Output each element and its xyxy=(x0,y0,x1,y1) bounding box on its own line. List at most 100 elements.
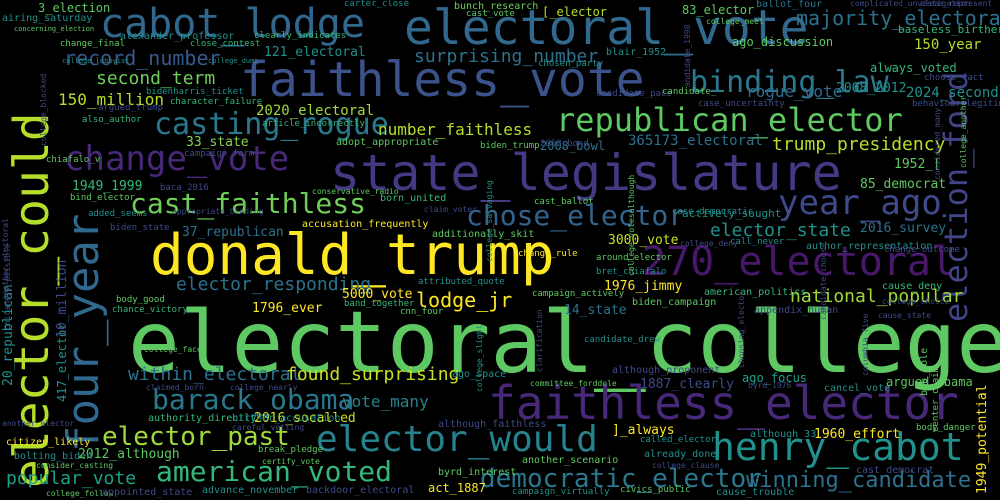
word: donald_trump xyxy=(150,223,555,288)
word: year_ago xyxy=(778,183,942,223)
word: college_meet xyxy=(706,17,764,26)
word: actively_sought xyxy=(682,207,782,220)
word: candidate_ xyxy=(662,87,717,97)
word: argued_obama xyxy=(886,375,973,389)
word: 5000_vote xyxy=(342,287,413,302)
word: cancel_vote xyxy=(824,383,891,394)
word: behaviour_legitimacy xyxy=(912,99,1000,109)
word: another_scenario xyxy=(522,455,619,466)
word: casting_rogue xyxy=(154,107,389,142)
word: faithless_elector xyxy=(488,376,959,430)
word: majority_electoral xyxy=(796,6,1000,30)
word: campaign_actively xyxy=(532,289,625,299)
word: 270_electoral xyxy=(642,239,956,285)
word: popular_vote xyxy=(6,468,137,489)
word: 3000_vote xyxy=(608,233,679,248)
word: bolting_biden xyxy=(14,451,93,462)
word: elector_would xyxy=(316,419,598,460)
word: argued_trump xyxy=(98,103,164,113)
word: winning_candidate xyxy=(746,468,972,493)
word: american_politics xyxy=(704,287,807,298)
word: blair_1952 xyxy=(606,47,667,58)
word: college_votesalthough xyxy=(627,174,636,276)
word: added_seems xyxy=(88,209,148,219)
word: 1952_[ xyxy=(894,157,941,172)
word: case_democratic xyxy=(672,207,754,217)
word: although_proponent xyxy=(612,365,721,376)
word: within_electoral xyxy=(128,364,302,385)
word: 2024_second xyxy=(906,85,999,101)
word: appendix_human xyxy=(754,305,839,316)
word: 1887_clearly xyxy=(640,377,734,392)
word: careful_vetting xyxy=(232,423,305,432)
word: appointed_state xyxy=(102,487,193,498)
word: change_final xyxy=(60,39,126,49)
word: henry_cabot xyxy=(712,425,964,469)
word: electoral_vote xyxy=(404,0,809,56)
word: 2008_bond xyxy=(540,139,589,149)
word: electoral_college xyxy=(128,293,1000,393)
word: rogue_vote xyxy=(746,82,843,101)
word: called_elector xyxy=(640,435,716,445)
word: ballot_four xyxy=(756,0,823,10)
word: birther_accusation xyxy=(232,413,341,424)
word: elector_past xyxy=(102,422,290,452)
word: byrd_1976 xyxy=(748,381,792,390)
word: around_elector xyxy=(596,253,672,263)
word: surprising_number xyxy=(414,46,599,67)
word: barack_obama xyxy=(152,383,355,416)
word: biden_campaign xyxy=(632,297,717,308)
word: college_choice xyxy=(882,297,950,306)
word: college_salvaging xyxy=(485,180,494,262)
word: change_outcome xyxy=(884,245,960,255)
word: case_uncertainty xyxy=(698,99,785,109)
word: bidenharris_ticket xyxy=(146,87,244,97)
word: 2020_electoral xyxy=(256,103,375,119)
word: candidate_pace xyxy=(596,89,672,99)
word: elector_responding xyxy=(176,274,372,295)
word: authority_directly xyxy=(148,413,257,424)
word: vote_many xyxy=(342,392,429,411)
word: cast_ballot xyxy=(534,197,594,207)
word: carter_close xyxy=(344,0,410,9)
word: choose_fact xyxy=(924,73,984,83)
word: considered_many xyxy=(933,107,942,180)
word: 83_elector xyxy=(682,3,755,17)
word: biden_state xyxy=(110,223,170,233)
word: candidate_1998 xyxy=(683,24,692,92)
word: record_number xyxy=(64,46,221,70)
word: although_faithless xyxy=(438,419,547,430)
word: found_surprising xyxy=(286,364,460,385)
word: another_elector xyxy=(2,419,75,428)
word: american_voted xyxy=(156,455,393,488)
word: 3_election xyxy=(38,1,111,15)
word: conservative_radio xyxy=(312,187,399,196)
word: second_term xyxy=(96,68,216,89)
word: college_dump xyxy=(208,57,259,65)
word: body_good xyxy=(116,295,165,305)
word: democratic_elector xyxy=(480,464,762,494)
word: bret_chiafalo xyxy=(596,267,667,277)
word: cabot_lodge xyxy=(100,1,365,47)
word: 85_democrat xyxy=(860,177,947,192)
word: also_author xyxy=(82,115,142,125)
word: cause_trouble xyxy=(716,487,795,498)
word: certify_vote xyxy=(262,457,320,466)
word: 2016_survey xyxy=(860,221,947,236)
word: 2008_bowl xyxy=(540,139,606,153)
word: already_done xyxy=(644,449,717,460)
word: break_pledge xyxy=(258,445,324,455)
word: elector_state xyxy=(710,220,851,241)
word: consider_casting xyxy=(36,461,114,470)
word: body_danger xyxy=(916,423,976,433)
word: 10_million xyxy=(55,259,70,338)
word: 33_state xyxy=(186,135,249,150)
word: center_claim xyxy=(931,366,941,432)
word: airing_saturday xyxy=(2,13,93,24)
word: another_electoral xyxy=(1,218,10,300)
word: alexander_professor xyxy=(120,31,235,42)
word: bunch_research xyxy=(454,1,539,12)
word: 14_state xyxy=(564,303,627,318)
word: citizen_likely xyxy=(6,437,91,448)
